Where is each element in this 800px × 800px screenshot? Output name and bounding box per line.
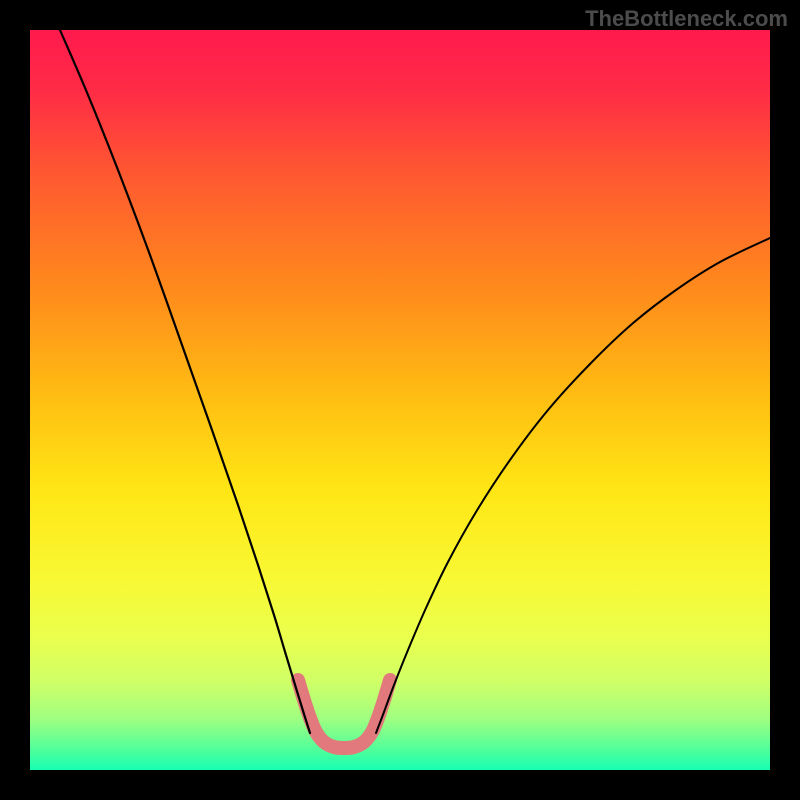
watermark-text: TheBottleneck.com: [585, 6, 788, 32]
plot-area: [30, 30, 770, 770]
bottleneck-chart: [0, 0, 800, 800]
